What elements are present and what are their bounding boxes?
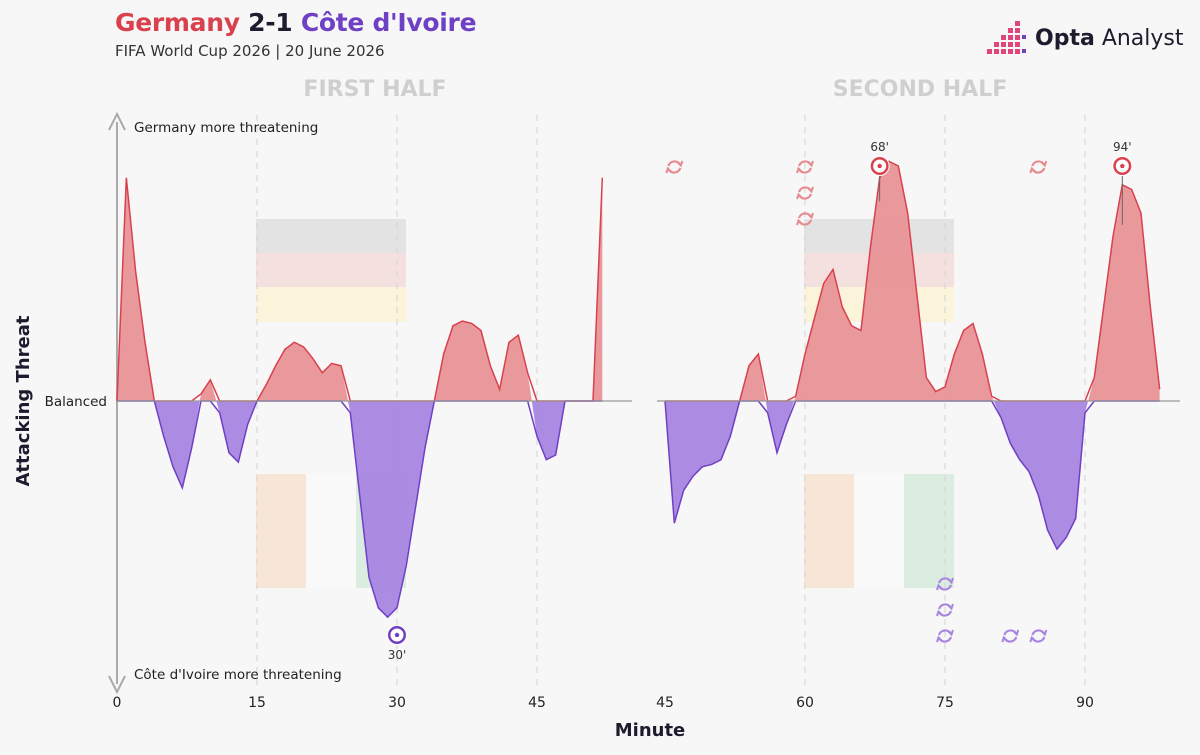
goal-ball-pentagon [877,163,883,168]
sub-arrowhead-bottom [796,218,803,226]
x-tick-label: 90 [1076,695,1094,711]
x-tick-label: 60 [796,695,814,711]
home-threat-area [665,161,1160,401]
sub-arrowhead-bottom [796,166,803,174]
away-team-name: Côte d'Ivoire [300,8,477,37]
sub-arrowhead-top [807,186,814,194]
goal-ball-icon [869,156,890,176]
x-tick-label: 15 [248,695,266,711]
sub-arrowhead-bottom [796,192,803,200]
goal-ball-pentagon [1119,163,1125,168]
sub-arrowhead-bottom [1001,635,1009,643]
goal-minute-label: 94' [1113,140,1132,154]
top-threat-label: Germany more threatening [134,120,318,136]
substitution-icon [1029,629,1048,643]
substitution-icon [665,160,684,174]
sub-arrowhead-bottom [665,166,673,174]
sub-arrowhead-top [947,577,954,585]
sub-arrowhead-bottom [1029,166,1037,174]
sub-arrowhead-bottom [936,583,943,591]
away-threat-area [665,401,1160,550]
substitution-icon [936,577,954,591]
goal-ball-icon [1112,156,1133,176]
opta-logo-icon [987,21,1026,54]
page-subtitle: FIFA World Cup 2026 | 20 June 2026 [115,42,385,60]
goal-minute-label: 30' [388,648,407,662]
score: 2-1 [248,8,293,37]
x-tick-label: 75 [936,695,954,711]
bottom-threat-label: Côte d'Ivoire more threatening [134,667,342,683]
home-threat-area [117,177,603,401]
flag-de-black-band [256,219,406,253]
substitution-icon [796,186,814,200]
substitution-icon [936,629,954,643]
sub-arrowhead-top [1040,160,1048,168]
brand-name: Opta Analyst [1035,25,1184,51]
substitution-icon [936,603,954,617]
sub-arrowhead-top [947,603,954,611]
sub-arrowhead-top [807,212,814,220]
x-tick-label: 0 [113,695,122,711]
substitution-icon [796,212,814,226]
flag-ci-white-band [306,474,356,588]
sub-arrowhead-top [676,160,684,168]
substitution-icon [1001,629,1020,643]
goal-ball-icon [386,625,407,645]
goal-ball-pentagon [394,632,400,637]
goal-minute-label: 68' [870,140,889,154]
x-tick-label: 30 [388,695,406,711]
x-tick-label: 45 [528,695,546,711]
substitution-icon [1029,160,1048,174]
sub-arrowhead-top [807,160,814,168]
half-title: SECOND HALF [833,77,1008,102]
substitution-icon [796,160,814,174]
page-title: Germany 2-1 Côte d'Ivoire [115,8,477,37]
sub-arrowhead-top [947,629,954,637]
flag-ci-white-band [854,474,904,588]
x-tick-label: 45 [656,695,674,711]
sub-arrowhead-top [1012,629,1020,637]
sub-arrowhead-bottom [936,609,943,617]
home-team-name: Germany [115,8,240,37]
y-axis-label: Attacking Threat [13,315,34,486]
sub-arrowhead-bottom [1029,635,1037,643]
away-threat-area [117,401,603,618]
baseline-label: Balanced [45,394,107,410]
flag-de-red-band [256,253,406,287]
sub-arrowhead-top [1040,629,1048,637]
y-axis-arrow-up-icon [108,111,126,131]
flag-de-gold-band [256,287,406,322]
brand-logo: Opta Analyst [985,18,1184,58]
flag-ci-green-band [904,474,954,588]
sub-arrowhead-bottom [936,635,943,643]
x-axis-label: Minute [615,720,686,741]
half-title: FIRST HALF [303,77,446,102]
flag-ci-orange-band [804,474,854,588]
flag-ci-orange-band [256,474,306,588]
y-axis-arrow-down-icon [108,675,126,695]
